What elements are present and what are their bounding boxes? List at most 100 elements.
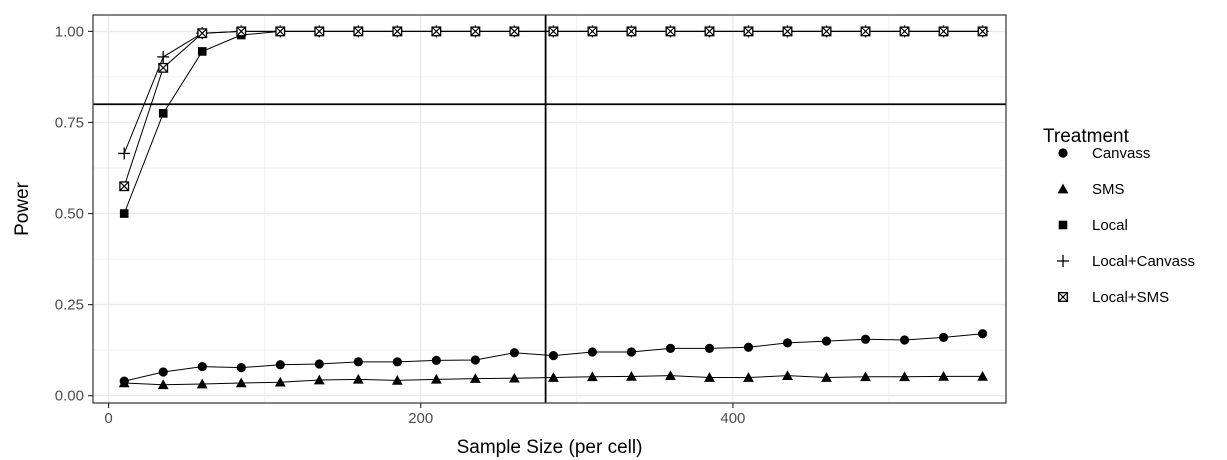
data-point-sms — [391, 375, 403, 385]
data-point-sms — [313, 374, 325, 385]
data-point-canvass — [392, 357, 402, 367]
data-point-sms — [352, 373, 364, 384]
data-point-canvass — [236, 363, 246, 373]
data-point-canvass — [587, 347, 598, 357]
data-point-local-sms — [587, 26, 598, 37]
legend-label-canvass: Canvass — [1092, 145, 1150, 162]
data-point-local-sms — [782, 26, 793, 37]
data-point-sms — [274, 376, 286, 387]
data-point-sms — [508, 372, 520, 383]
data-point-canvass — [158, 367, 168, 377]
data-point-canvass — [314, 359, 324, 369]
data-point-canvass — [821, 336, 832, 346]
data-point-local-sms — [197, 28, 208, 39]
data-point-local — [197, 47, 207, 56]
legend-key-local — [1058, 220, 1068, 230]
data-point-local-sms — [314, 26, 325, 37]
data-point-sms — [235, 377, 247, 388]
data-point-sms — [860, 371, 871, 382]
data-point-sms — [118, 377, 130, 388]
data-point-sms — [821, 372, 832, 382]
data-point-local-sms — [431, 26, 442, 37]
data-point-canvass — [353, 357, 363, 367]
data-point-canvass — [704, 343, 715, 353]
data-point-canvass — [275, 360, 285, 370]
data-point-local-sms — [743, 26, 754, 37]
legend-label-local-sms: Local+SMS — [1092, 289, 1169, 306]
data-point-canvass — [860, 334, 871, 344]
data-point-canvass — [197, 361, 207, 372]
data-point-canvass — [938, 332, 949, 343]
legend: Treatment Canvass SMS Local Local+Canvass Lo… — [1043, 126, 1195, 306]
data-point-local-sms — [158, 62, 169, 73]
legend-key-local-sms — [1058, 292, 1068, 302]
data-point-canvass — [626, 347, 637, 357]
data-point-local-sms — [821, 26, 832, 37]
x-tick-label: 0 — [104, 410, 112, 427]
series-points-local-sms — [119, 26, 988, 192]
data-point-local-sms — [626, 26, 637, 37]
series-points-sms — [118, 370, 988, 390]
data-point-sms — [469, 373, 481, 383]
data-point-local-canvass — [118, 147, 131, 160]
data-point-local-sms — [392, 26, 403, 37]
data-point-local-sms — [509, 26, 520, 37]
data-point-sms — [430, 373, 442, 384]
grid-lines — [93, 15, 1006, 403]
x-tick-label: 200 — [408, 410, 433, 427]
y-tick-label: 0.75 — [55, 114, 84, 131]
data-point-canvass — [743, 342, 754, 352]
data-point-canvass — [977, 329, 988, 339]
data-point-local-sms — [665, 26, 676, 37]
data-point-canvass — [899, 335, 910, 345]
y-axis-title: Power — [12, 181, 33, 236]
series-layer — [118, 25, 989, 390]
data-point-local-sms — [899, 26, 910, 37]
data-point-sms — [938, 371, 949, 381]
data-point-local-sms — [470, 26, 481, 37]
data-point-sms — [548, 372, 559, 382]
data-point-local-sms — [704, 26, 715, 37]
y-tick-label: 0.25 — [55, 297, 84, 314]
data-point-sms — [665, 370, 676, 380]
reference-lines — [93, 15, 1006, 403]
data-point-local-sms — [275, 26, 286, 37]
data-point-canvass — [782, 338, 793, 348]
data-point-sms — [743, 372, 754, 382]
data-point-local-sms — [548, 26, 559, 37]
data-point-local — [119, 209, 129, 218]
y-tick-label: 0.00 — [55, 388, 84, 405]
legend-key-sms — [1057, 183, 1069, 194]
data-point-local — [158, 109, 168, 118]
data-point-local-sms — [236, 26, 247, 37]
legend-title: Treatment — [1043, 126, 1130, 147]
data-point-local-sms — [353, 26, 364, 37]
legend-label-local: Local — [1092, 217, 1128, 234]
data-point-canvass — [509, 348, 519, 358]
data-point-sms — [977, 371, 988, 381]
data-point-local-sms — [860, 26, 871, 37]
data-point-canvass — [431, 355, 441, 365]
data-point-sms — [196, 378, 208, 389]
data-point-sms — [587, 371, 598, 382]
y-tick-label: 1.00 — [55, 23, 84, 40]
data-point-sms — [782, 370, 793, 380]
axes: 0 200 400 0.00 0.25 0.50 0.75 1.00 — [55, 23, 746, 427]
data-point-local-canvass — [157, 50, 170, 63]
data-point-canvass — [470, 355, 480, 365]
series-points-canvass — [119, 329, 988, 386]
y-tick-label: 0.50 — [55, 206, 84, 223]
data-point-local-sms — [119, 181, 130, 192]
data-point-sms — [157, 379, 169, 390]
data-point-canvass — [665, 343, 676, 353]
legend-label-sms: SMS — [1092, 181, 1125, 198]
data-point-local-sms — [938, 26, 949, 37]
x-tick-label: 400 — [720, 410, 745, 427]
data-point-sms — [704, 372, 715, 382]
panel-border — [92, 14, 1007, 404]
data-point-sms — [899, 371, 910, 382]
data-point-canvass — [548, 351, 559, 361]
panel-background — [93, 15, 1006, 403]
data-point-sms — [626, 371, 637, 381]
